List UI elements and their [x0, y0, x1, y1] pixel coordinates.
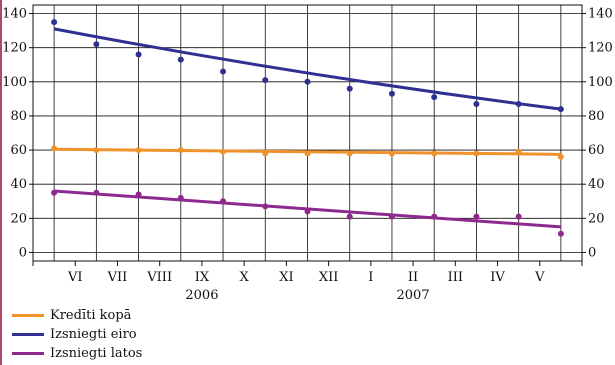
x-tick-label: VIII: [146, 270, 172, 285]
data-point: [177, 194, 184, 201]
data-point: [304, 78, 311, 85]
y-tick-label-left: 100: [2, 75, 27, 90]
x-tick-label: III: [448, 270, 463, 285]
x-tick-label: IX: [195, 270, 210, 285]
y-tick-label-right: 100: [588, 75, 613, 90]
y-tick-label-right: 40: [588, 177, 605, 192]
data-point: [388, 213, 395, 220]
y-tick-label-right: 140: [588, 7, 613, 22]
legend-swatch-total: [12, 314, 44, 317]
legend-label-lats: Izsniegti latos: [50, 346, 143, 361]
x-tick-label: XII: [319, 270, 339, 285]
x-tick-label: VI: [67, 270, 83, 285]
data-point: [346, 213, 353, 220]
frame-rule: [0, 0, 2, 365]
data-point: [431, 94, 438, 101]
legend-label-euro: Izsniegti eiro: [50, 327, 137, 342]
data-point: [473, 100, 480, 107]
data-point: [304, 150, 311, 157]
data-point: [431, 150, 438, 157]
y-tick-label-left: 0: [19, 245, 27, 260]
x-year-label: 2007: [397, 288, 430, 303]
series-trend-line: [53, 27, 562, 111]
data-point: [135, 51, 142, 58]
data-point: [304, 208, 311, 215]
legend: Kredīti kopā Izsniegti eiro Izsniegti la…: [12, 306, 142, 363]
y-tick-label-right: 0: [588, 245, 596, 260]
x-tick-label: VII: [107, 270, 128, 285]
data-point: [262, 77, 269, 84]
legend-swatch-lats: [12, 352, 44, 355]
y-tick-label-right: 20: [588, 211, 605, 226]
data-point: [346, 85, 353, 92]
x-tick-label: X: [240, 270, 250, 285]
data-point: [473, 213, 480, 220]
data-point: [93, 147, 100, 154]
x-tick-label: IV: [490, 270, 505, 285]
data-point: [93, 41, 100, 48]
data-point: [135, 191, 142, 198]
data-point: [388, 150, 395, 157]
legend-item-total: Kredīti kopā: [12, 306, 142, 325]
data-point: [93, 189, 100, 196]
data-point: [51, 189, 58, 196]
x-tick-label: V: [534, 270, 545, 285]
data-point: [515, 213, 522, 220]
legend-swatch-euro: [12, 333, 44, 336]
data-point: [388, 90, 395, 97]
data-point: [220, 198, 227, 205]
data-point: [262, 203, 269, 210]
y-tick-label-left: 60: [10, 143, 27, 158]
x-tick-label: XI: [279, 270, 293, 285]
y-tick-label-right: 80: [588, 109, 605, 124]
y-tick-label-left: 80: [10, 109, 27, 124]
data-point: [177, 147, 184, 154]
data-point: [515, 100, 522, 107]
data-point: [557, 153, 564, 160]
data-point: [346, 150, 353, 157]
data-point: [177, 56, 184, 63]
data-point: [557, 106, 564, 113]
y-tick-label-right: 60: [588, 143, 605, 158]
data-point: [473, 150, 480, 157]
x-year-label: 2006: [185, 288, 218, 303]
x-tick-label: II: [408, 270, 418, 285]
y-tick-label-left: 40: [10, 177, 27, 192]
data-point: [262, 150, 269, 157]
legend-item-lats: Izsniegti latos: [12, 344, 142, 363]
y-tick-label-left: 120: [2, 41, 27, 56]
legend-item-euro: Izsniegti eiro: [12, 325, 142, 344]
data-point: [51, 19, 58, 26]
y-tick-label-left: 20: [10, 211, 27, 226]
data-point: [220, 68, 227, 75]
data-point: [220, 148, 227, 155]
data-point: [557, 230, 564, 237]
data-point: [135, 147, 142, 154]
data-point: [431, 213, 438, 220]
data-point: [515, 148, 522, 155]
legend-label-total: Kredīti kopā: [50, 308, 132, 323]
x-tick-label: I: [368, 270, 373, 285]
y-tick-label-right: 120: [588, 41, 613, 56]
y-tick-label-left: 140: [2, 7, 27, 22]
data-point: [51, 145, 58, 152]
